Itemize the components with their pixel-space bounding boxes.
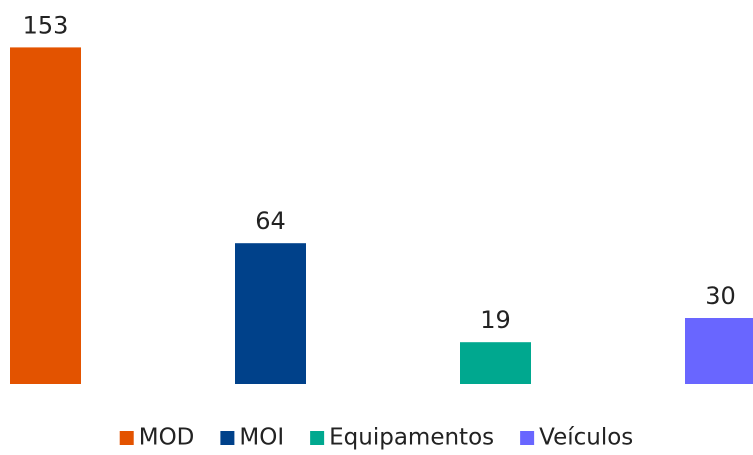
data-label: 19 (480, 306, 511, 334)
legend-swatch (520, 431, 535, 445)
legend-label: Equipamentos (329, 425, 494, 451)
legend-label: MOI (239, 425, 284, 451)
bar (460, 342, 531, 384)
bar (235, 243, 306, 384)
legend-swatch (220, 431, 235, 445)
bar (10, 47, 81, 385)
legend-swatch (119, 431, 134, 445)
data-label: 30 (705, 282, 736, 310)
legend-label: Veículos (539, 425, 633, 451)
data-label: 64 (255, 207, 286, 235)
bar (685, 318, 753, 384)
data-label: 153 (23, 11, 69, 39)
legend: MOD MOI Equipamentos Veículos (119, 425, 633, 451)
legend-label: MOD (139, 425, 195, 451)
legend-swatch (310, 431, 325, 445)
